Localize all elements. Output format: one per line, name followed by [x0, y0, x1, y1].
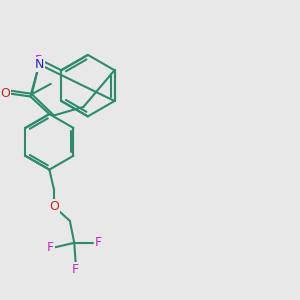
Text: F: F: [35, 53, 42, 67]
Text: N: N: [34, 58, 44, 71]
Text: F: F: [72, 263, 79, 276]
Text: O: O: [49, 200, 59, 213]
Text: F: F: [95, 236, 102, 249]
Text: F: F: [46, 241, 53, 254]
Text: O: O: [1, 87, 10, 100]
